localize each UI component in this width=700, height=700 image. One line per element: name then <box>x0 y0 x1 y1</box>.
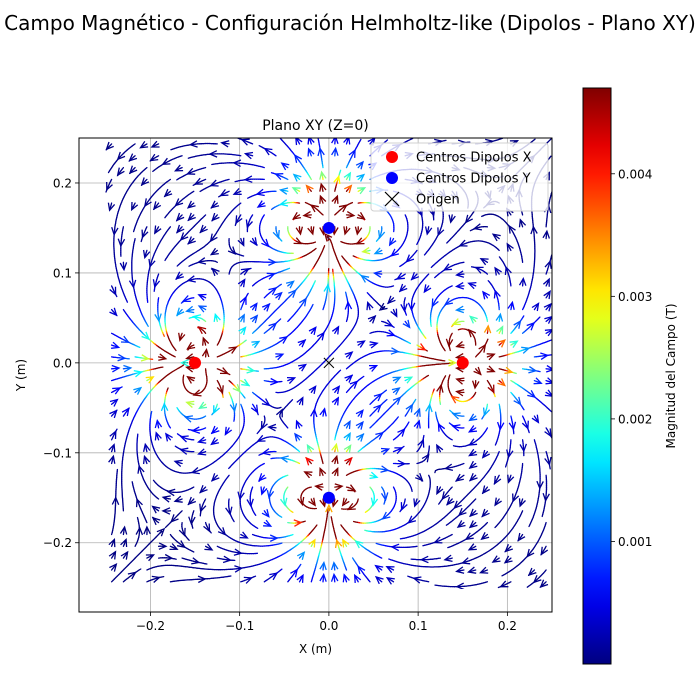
streamline-arrow <box>464 532 474 541</box>
streamline-segment <box>528 524 531 528</box>
streamline <box>287 519 306 527</box>
streamline-segment <box>279 542 283 545</box>
axes-background <box>79 138 552 612</box>
streamline-segment <box>448 374 451 378</box>
streamline-arrow <box>346 503 356 511</box>
streamline <box>340 524 383 559</box>
streamline-segment <box>375 542 379 545</box>
streamline-segment <box>352 520 357 523</box>
streamline <box>110 527 166 583</box>
streamline <box>434 462 465 474</box>
streamline-arrow <box>381 511 391 520</box>
streamline <box>526 569 547 588</box>
streamline-arrow <box>334 538 343 549</box>
streamline <box>251 533 294 542</box>
streamline-arrow <box>433 536 443 544</box>
streamline-segment <box>315 524 318 528</box>
streamline <box>447 521 489 549</box>
streamline-arrow <box>390 543 400 552</box>
streamline <box>121 359 189 512</box>
streamline <box>136 433 160 500</box>
streamline-arrow <box>443 463 454 472</box>
streamline <box>152 479 195 497</box>
streamline-segment <box>166 387 169 391</box>
streamline-arrow <box>166 488 176 497</box>
streamline-segment <box>146 323 149 327</box>
streamline-arrow <box>256 434 266 442</box>
streamline <box>388 510 524 568</box>
streamline-segment <box>302 520 306 523</box>
streamline <box>181 557 208 565</box>
streamline-segment <box>449 347 451 352</box>
streamline-arrow <box>325 503 333 513</box>
streamline-segment <box>414 398 417 402</box>
streamline-arrow <box>461 557 471 565</box>
streamline-segment <box>152 479 156 483</box>
streamline-segment <box>426 374 430 378</box>
streamline <box>364 474 431 533</box>
streamline <box>340 498 359 511</box>
streamline-arrow <box>293 519 303 527</box>
streamline-segment <box>176 407 179 411</box>
streamline-segment <box>434 470 437 474</box>
streamline-segment <box>422 544 426 547</box>
figure-suptitle: Campo Magnético - Configuración Helmholt… <box>4 11 696 35</box>
streamline-arrow <box>532 574 542 584</box>
streamline-segment <box>290 533 294 536</box>
streamline-arrow <box>269 534 279 542</box>
streamline <box>228 434 301 470</box>
streamline-segment <box>255 526 259 529</box>
streamline <box>330 516 348 571</box>
streamline-segment <box>228 466 231 470</box>
streamline-arrow <box>499 580 509 588</box>
streamline <box>237 462 265 529</box>
streamline-arrow <box>179 359 189 367</box>
streamline-segment <box>443 375 447 379</box>
streamline-segment <box>164 258 167 262</box>
streamline-arrow <box>156 527 166 537</box>
streamline-segment <box>447 546 451 549</box>
streamline-arrow <box>407 515 417 524</box>
streamline-arrow <box>137 464 145 474</box>
streamline-segment <box>388 558 392 561</box>
streamline-segment <box>443 348 446 352</box>
streamline <box>422 533 453 547</box>
streamline-arrow <box>234 565 244 573</box>
streamline-arrow <box>237 491 245 501</box>
streamline-segment <box>150 410 153 415</box>
streamline <box>497 580 512 589</box>
streamline-arrow <box>354 540 364 549</box>
streamline-segment <box>313 280 316 284</box>
streamline <box>216 545 259 556</box>
streamline <box>399 450 500 540</box>
streamline <box>310 503 333 583</box>
streamline-arrow <box>217 527 227 536</box>
streamline-arrow <box>191 557 201 565</box>
streamline-segment <box>526 585 530 588</box>
streamline <box>212 474 283 547</box>
streamline <box>146 524 318 573</box>
streamline-segment <box>364 529 368 532</box>
streamline <box>375 542 418 552</box>
streamline-arrow <box>233 548 243 556</box>
streamline-segment <box>162 333 165 337</box>
streamline-segment <box>159 530 163 534</box>
streamline-segment <box>340 524 343 528</box>
streamline-segment <box>172 355 176 358</box>
streamline-segment <box>323 245 326 249</box>
streamline-segment <box>340 240 344 244</box>
streamline <box>352 486 397 524</box>
